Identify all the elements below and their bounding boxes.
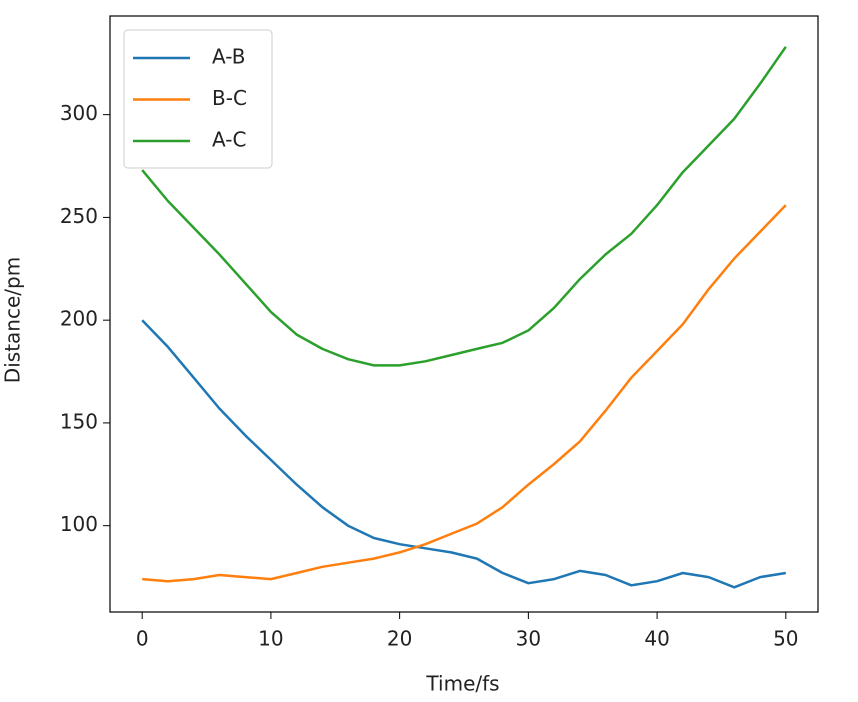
x-tick-label: 0 [136, 627, 149, 651]
y-tick-label: 300 [60, 101, 98, 125]
y-tick-label: 200 [60, 307, 98, 331]
y-tick-label: 150 [60, 409, 98, 433]
x-axis-label: Time/fs [425, 672, 499, 696]
plot-frame [109, 15, 819, 613]
legend-label: A-B [212, 45, 245, 69]
y-tick-label: 250 [60, 204, 98, 228]
legend-label: A-C [212, 128, 246, 152]
x-tick-label: 30 [516, 627, 541, 651]
legend-box [123, 29, 273, 169]
y-axis-label: Distance/pm [1, 257, 25, 383]
data-line [141, 319, 786, 589]
data-line [142, 204, 787, 583]
x-tick-label: 40 [644, 627, 669, 651]
x-tick-label: 50 [773, 627, 798, 651]
y-tick-label: 100 [60, 512, 98, 536]
x-tick-label: 20 [387, 627, 412, 651]
data-line [141, 46, 787, 367]
x-tick-label: 10 [258, 627, 283, 651]
legend-label: B-C [212, 86, 247, 110]
